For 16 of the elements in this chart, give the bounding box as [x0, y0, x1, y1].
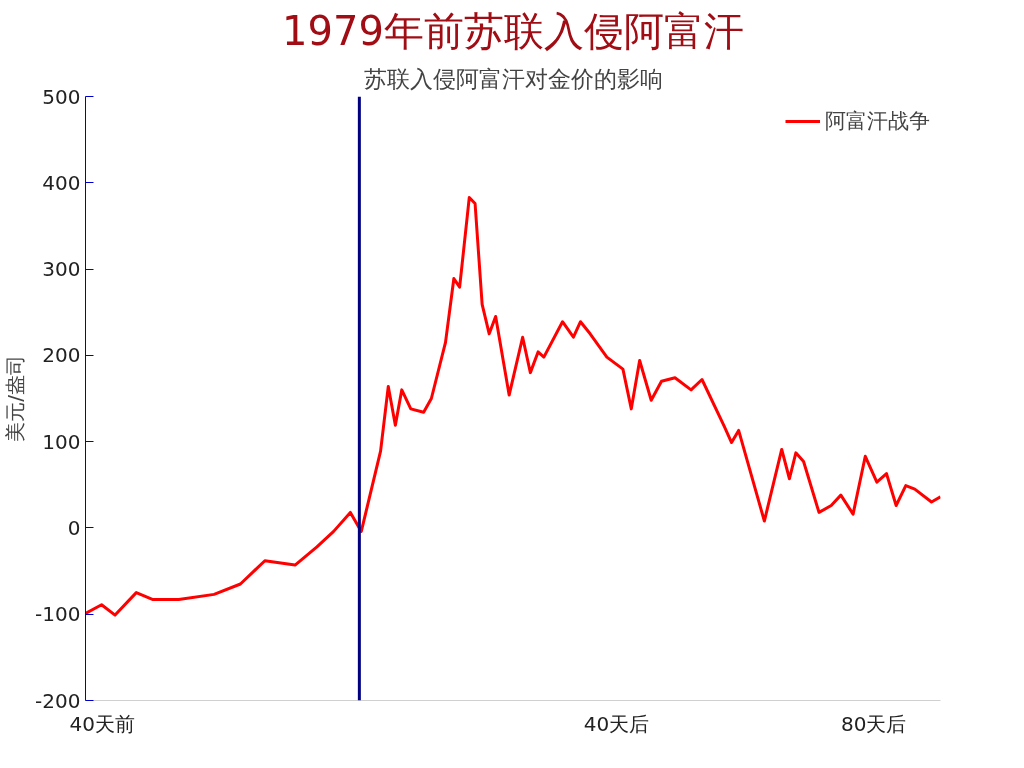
legend-label: 阿富汗战争 — [825, 107, 930, 135]
y-tick-label: 300 — [42, 257, 81, 282]
y-axis-title: 美元/盎司 — [3, 355, 28, 442]
x-tick-label: 80天后 — [840, 711, 907, 736]
y-tick-label: 200 — [42, 343, 81, 368]
y-tick-label: 400 — [42, 170, 81, 195]
line-series — [85, 195, 941, 617]
chart-subtitle: 苏联入侵阿富汗对金价的影响 — [363, 65, 663, 92]
y-tick-label: 100 — [42, 429, 81, 454]
x-tick-label: 40天后 — [583, 711, 650, 736]
chart-title: 1979年前苏联入侵阿富汗 — [282, 7, 744, 54]
x-tick-label: 40天前 — [69, 711, 135, 736]
y-tick-label: -200 — [35, 688, 81, 713]
y-tick-label: 0 — [67, 515, 81, 540]
y-tick-label: 500 — [42, 84, 81, 109]
y-tick-label: -100 — [35, 602, 81, 627]
